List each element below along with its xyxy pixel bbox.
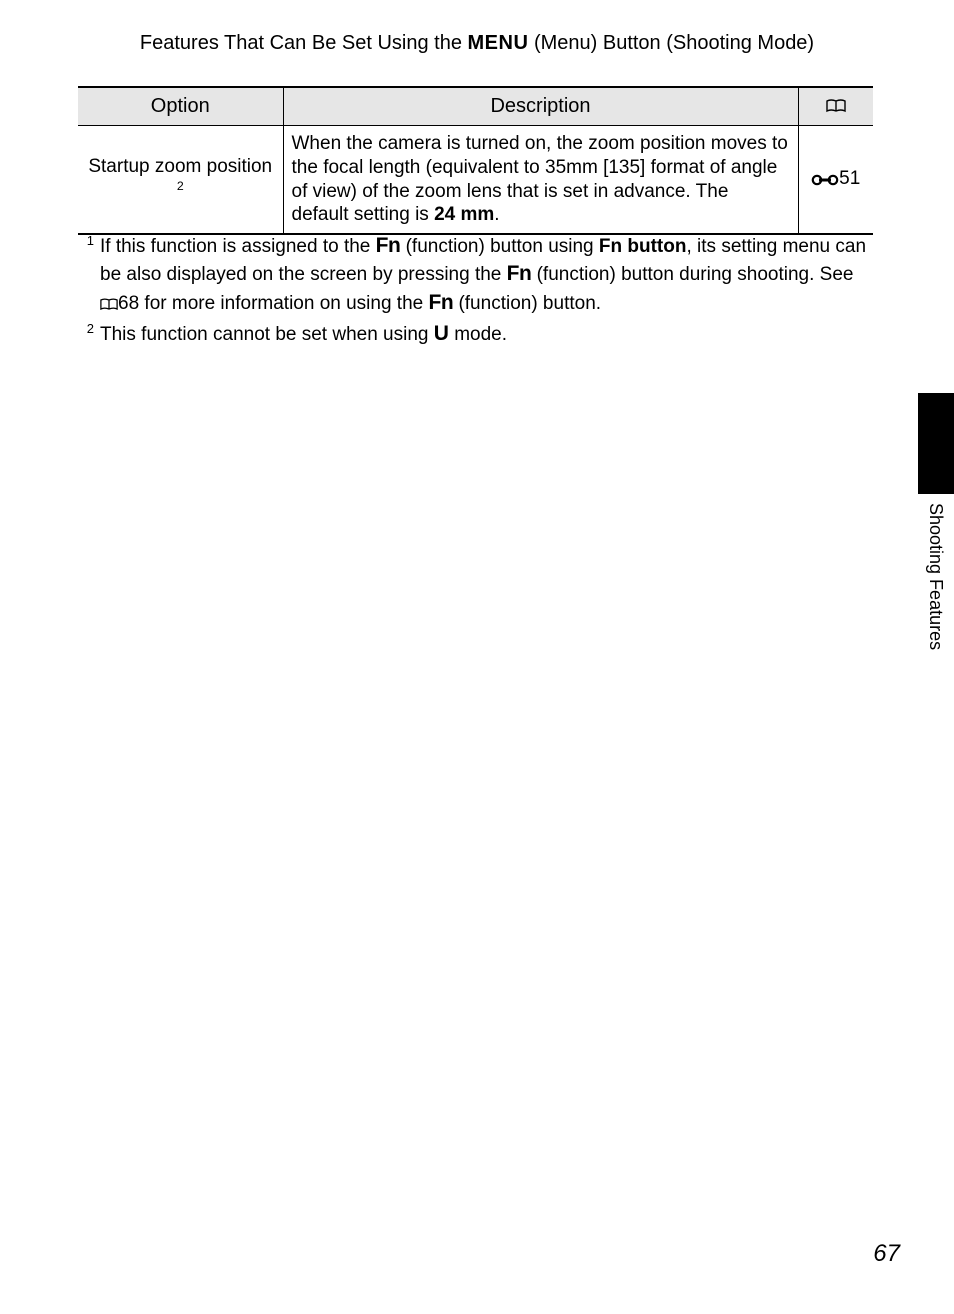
book-icon: [826, 96, 846, 119]
footnote-text: If this function is assigned to the Fn (…: [100, 232, 873, 318]
footnote-number: 1: [78, 232, 100, 247]
page-number: 67: [873, 1240, 900, 1268]
cell-option: Startup zoom position 2: [78, 126, 283, 235]
footnote: 1If this function is assigned to the Fn …: [78, 232, 873, 318]
desc-suffix: .: [494, 204, 499, 225]
table-row: Startup zoom position 2 When the camera …: [78, 126, 873, 235]
col-header-reference: [798, 87, 873, 126]
desc-prefix: When the camera is turned on, the zoom p…: [292, 133, 788, 225]
book-icon: [100, 293, 118, 319]
col-header-option: Option: [78, 87, 283, 126]
col-header-description: Description: [283, 87, 798, 126]
table-header-row: Option Description: [78, 87, 873, 126]
footnote-text: This function cannot be set when using U…: [100, 320, 873, 348]
header-prefix: Features That Can Be Set Using the: [140, 32, 468, 54]
desc-bold: 24 mm: [434, 204, 494, 225]
side-tab: [918, 393, 954, 494]
side-label: Shooting Features: [925, 503, 946, 650]
cell-description: When the camera is turned on, the zoom p…: [283, 126, 798, 235]
ref-number: 51: [839, 168, 860, 189]
footnote-number: 2: [78, 320, 100, 335]
header-suffix: (Menu) Button (Shooting Mode): [528, 32, 814, 54]
option-text: Startup zoom position: [88, 156, 272, 177]
cell-reference: 51: [798, 126, 873, 235]
feature-table: Option Description Startup zoom position…: [78, 86, 873, 235]
menu-word: MENU: [468, 32, 529, 54]
footnote: 2This function cannot be set when using …: [78, 320, 873, 348]
page-header: Features That Can Be Set Using the MENU …: [0, 32, 954, 55]
chain-icon: [811, 169, 839, 193]
footnotes: 1If this function is assigned to the Fn …: [78, 232, 873, 351]
option-superscript: 2: [177, 179, 184, 193]
